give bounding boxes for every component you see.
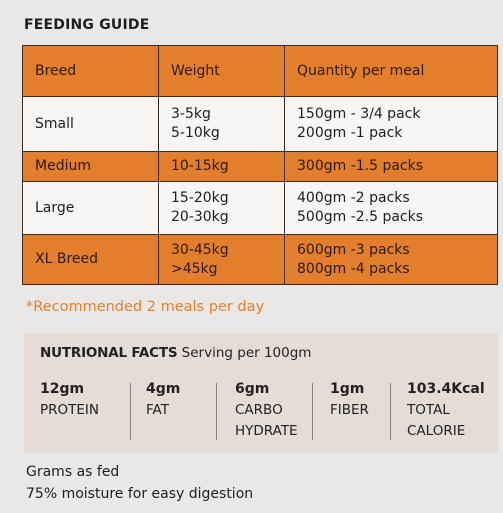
fact-label: PROTEIN bbox=[40, 402, 100, 418]
breed-cell: Large bbox=[22, 181, 159, 235]
nutrition-panel: NUTRIONAL FACTS Serving per 100gm 12gm P… bbox=[24, 333, 498, 453]
fact-fat: 4gm FAT bbox=[146, 380, 180, 444]
footer-notes: Grams as fed 75% moisture for easy diges… bbox=[26, 461, 253, 505]
weight-line: 5-10kg bbox=[171, 125, 220, 141]
breed-cell: Small bbox=[22, 96, 159, 152]
quantity-cell: 600gm -3 packs 800gm -4 packs bbox=[284, 234, 498, 285]
weight-line: >45kg bbox=[171, 260, 218, 277]
fact-divider bbox=[130, 383, 131, 440]
fact-amount: 12gm bbox=[40, 381, 85, 397]
table-row: Small 3-5kg 5-10kg 150gm - 3/4 pack 200g… bbox=[22, 96, 498, 152]
weight-line: 10-15kg bbox=[171, 158, 229, 174]
header-quantity: Quantity per meal bbox=[284, 45, 498, 97]
fact-protein: 12gm PROTEIN bbox=[40, 380, 99, 444]
fact-amount: 6gm bbox=[235, 381, 270, 397]
recommendation-note: *Recommended 2 meals per day bbox=[26, 299, 265, 315]
feeding-guide-table: Breed Weight Quantity per meal Small 3-5… bbox=[22, 45, 498, 285]
fact-fiber: 1gm FIBER bbox=[330, 380, 369, 444]
weight-cell: 15-20kg 20-30kg bbox=[158, 181, 285, 235]
page-title: FEEDING GUIDE bbox=[24, 17, 150, 33]
breed-cell: XL Breed bbox=[22, 234, 159, 285]
quantity-line: 200gm -1 pack bbox=[297, 125, 403, 141]
fact-amount: 103.4Kcal bbox=[407, 381, 485, 397]
weight-line: 3-5kg bbox=[171, 106, 211, 122]
table-row: XL Breed 30-45kg >45kg 600gm -3 packs 80… bbox=[22, 234, 498, 285]
quantity-line: 400gm -2 packs bbox=[297, 190, 410, 206]
fact-label: TOTAL CALORIE bbox=[407, 400, 485, 442]
fact-amount: 1gm bbox=[330, 381, 365, 397]
quantity-line: 600gm -3 packs bbox=[297, 241, 410, 258]
fact-label: FIBER bbox=[330, 402, 369, 418]
fact-divider bbox=[216, 383, 217, 440]
nutrition-title: NUTRIONAL FACTS bbox=[40, 345, 178, 361]
table-header-row: Breed Weight Quantity per meal bbox=[22, 45, 498, 97]
table-row: Large 15-20kg 20-30kg 400gm -2 packs 500… bbox=[22, 181, 498, 235]
fact-label-line: CARBO bbox=[235, 402, 283, 418]
breed-cell: Medium bbox=[22, 151, 159, 182]
fact-label: FAT bbox=[146, 402, 169, 418]
fact-carbohydrate: 6gm CARBO HYDRATE bbox=[235, 380, 298, 444]
footer-line: Grams as fed bbox=[26, 464, 120, 480]
quantity-line: 800gm -4 packs bbox=[297, 260, 410, 277]
table-row: Medium 10-15kg 300gm -1.5 packs bbox=[22, 151, 498, 182]
weight-cell: 30-45kg >45kg bbox=[158, 234, 285, 285]
fact-total-calorie: 103.4Kcal TOTAL CALORIE bbox=[407, 380, 485, 444]
weight-line: 30-45kg bbox=[171, 241, 229, 258]
quantity-cell: 150gm - 3/4 pack 200gm -1 pack bbox=[284, 96, 498, 152]
quantity-cell: 400gm -2 packs 500gm -2.5 packs bbox=[284, 181, 498, 235]
nutrition-heading: NUTRIONAL FACTS Serving per 100gm bbox=[40, 345, 311, 361]
quantity-cell: 300gm -1.5 packs bbox=[284, 151, 498, 182]
quantity-line: 150gm - 3/4 pack bbox=[297, 106, 421, 122]
fact-amount: 4gm bbox=[146, 381, 181, 397]
header-weight: Weight bbox=[158, 45, 285, 97]
weight-line: 15-20kg bbox=[171, 190, 229, 206]
fact-label-line: HYDRATE bbox=[235, 423, 298, 439]
quantity-line: 500gm -2.5 packs bbox=[297, 209, 424, 225]
weight-cell: 3-5kg 5-10kg bbox=[158, 96, 285, 152]
quantity-line: 300gm -1.5 packs bbox=[297, 158, 424, 174]
weight-line: 20-30kg bbox=[171, 209, 229, 225]
fact-label-line: TOTAL bbox=[407, 402, 450, 418]
fact-label-line: CALORIE bbox=[407, 423, 466, 439]
serving-size: Serving per 100gm bbox=[181, 345, 312, 361]
header-breed: Breed bbox=[22, 45, 159, 97]
footer-line: 75% moisture for easy digestion bbox=[26, 486, 254, 502]
fact-divider bbox=[390, 383, 391, 440]
fact-divider bbox=[312, 383, 313, 440]
fact-label: CARBO HYDRATE bbox=[235, 400, 298, 442]
weight-cell: 10-15kg bbox=[158, 151, 285, 182]
